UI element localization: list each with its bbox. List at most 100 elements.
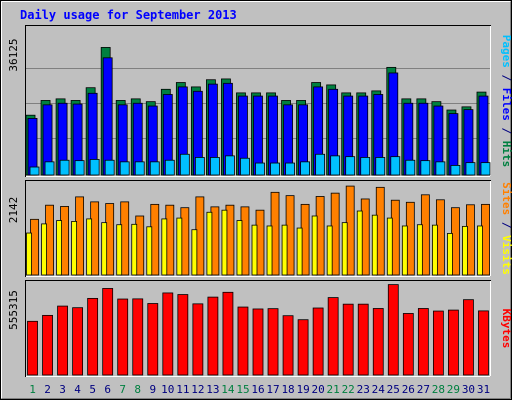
x-tick-label: 7 (119, 383, 126, 396)
bar-pages (29, 166, 40, 176)
y-series-label-part: Hits (500, 141, 512, 168)
bar-pages (375, 157, 386, 176)
bar-kbytes (57, 305, 68, 376)
bar-visits (416, 224, 423, 276)
x-tick-label: 15 (236, 383, 249, 396)
y-series-label-part: / (500, 68, 512, 88)
bar-kbytes (117, 298, 129, 376)
bar-pages (74, 160, 85, 176)
x-tick-label: 5 (89, 383, 96, 396)
bar-pages (179, 153, 190, 176)
y-series-label: Pages / Files / Hits (500, 35, 512, 168)
x-tick-label: 20 (312, 383, 325, 396)
bar-visits (326, 225, 333, 276)
bar-pages (405, 159, 416, 176)
x-tick-label: 31 (477, 383, 490, 396)
bar-pages (480, 162, 491, 176)
bar-visits (386, 217, 393, 276)
bar-files (27, 117, 38, 176)
bar-kbytes (417, 308, 429, 376)
bar-kbytes (132, 298, 144, 376)
bar-kbytes (478, 310, 489, 376)
y-series-label-part: Files (500, 88, 512, 121)
bar-visits (176, 217, 183, 276)
x-tick-label: 28 (432, 383, 445, 396)
bar-pages (435, 161, 446, 176)
x-tick-label: 19 (296, 383, 309, 396)
y-series-label: KBytes (500, 309, 512, 349)
x-tick-label: 25 (387, 383, 400, 396)
bar-visits (26, 232, 32, 276)
bar-visits (281, 224, 288, 276)
bar-kbytes (372, 308, 384, 376)
x-tick-label: 13 (206, 383, 219, 396)
x-tick-label: 18 (281, 383, 294, 396)
bar-pages (255, 162, 265, 176)
bar-pages (104, 159, 115, 176)
bar-kbytes (87, 297, 99, 376)
y-max-label: 555315 (7, 290, 20, 330)
bar-kbytes (282, 315, 294, 376)
x-tick-label: 16 (251, 383, 264, 396)
bar-visits (191, 229, 198, 276)
bar-visits (462, 225, 468, 276)
bar-kbytes (72, 307, 84, 376)
bar-visits (251, 224, 258, 276)
x-tick-label: 2 (44, 383, 51, 396)
y-series-label-part: / (500, 121, 512, 141)
bar-visits (266, 225, 273, 276)
bar-pages (390, 156, 401, 176)
x-tick-label: 12 (191, 383, 204, 396)
bar-kbytes (387, 284, 399, 376)
bar-kbytes (162, 292, 174, 376)
bar-visits (371, 214, 378, 276)
bar-visits (296, 227, 303, 276)
x-tick-label: 3 (59, 383, 66, 396)
y-max-label: 2142 (7, 197, 20, 224)
bar-pages (44, 161, 55, 176)
bar-visits (206, 211, 213, 276)
bar-kbytes (222, 291, 234, 376)
x-tick-label: 9 (149, 383, 156, 396)
x-tick-label: 24 (372, 383, 386, 396)
bar-kbytes (357, 303, 369, 376)
bar-visits (101, 222, 108, 276)
x-tick-label: 10 (161, 383, 174, 396)
bar-pages (315, 153, 326, 176)
x-tick-label: 30 (462, 383, 475, 396)
bar-visits (146, 226, 153, 276)
bar-kbytes (102, 288, 114, 376)
bar-pages (345, 156, 356, 176)
bar-pages (360, 157, 371, 176)
x-tick-label: 14 (221, 383, 235, 396)
bar-pages (149, 161, 160, 176)
bar-pages (134, 161, 145, 176)
x-tick-label: 23 (357, 383, 370, 396)
bar-kbytes (237, 306, 249, 376)
bar-kbytes (147, 303, 159, 376)
bar-kbytes (207, 296, 219, 376)
bar-kbytes (252, 308, 264, 376)
bar-kbytes (402, 313, 414, 376)
bar-visits (56, 220, 62, 276)
bar-visits (401, 225, 408, 276)
bar-pages (420, 160, 431, 176)
bar-kbytes (342, 303, 354, 376)
bar-visits (311, 215, 318, 276)
bar-visits (447, 233, 453, 276)
x-tick-label: 21 (327, 383, 340, 396)
bar-kbytes (297, 319, 309, 376)
bar-files (102, 57, 113, 176)
bar-kbytes (177, 294, 189, 376)
bar-visits (86, 218, 93, 276)
bar-visits (477, 225, 483, 276)
chart-title: Daily usage for September 2013 (20, 8, 237, 22)
y-series-label-part: Sites (500, 182, 512, 215)
bar-pages (225, 155, 235, 176)
bar-pages (194, 157, 205, 176)
bar-pages (164, 159, 175, 176)
bar-pages (450, 165, 461, 176)
bar-kbytes (192, 303, 204, 376)
y-series-label: Sites / Visits (500, 182, 512, 275)
